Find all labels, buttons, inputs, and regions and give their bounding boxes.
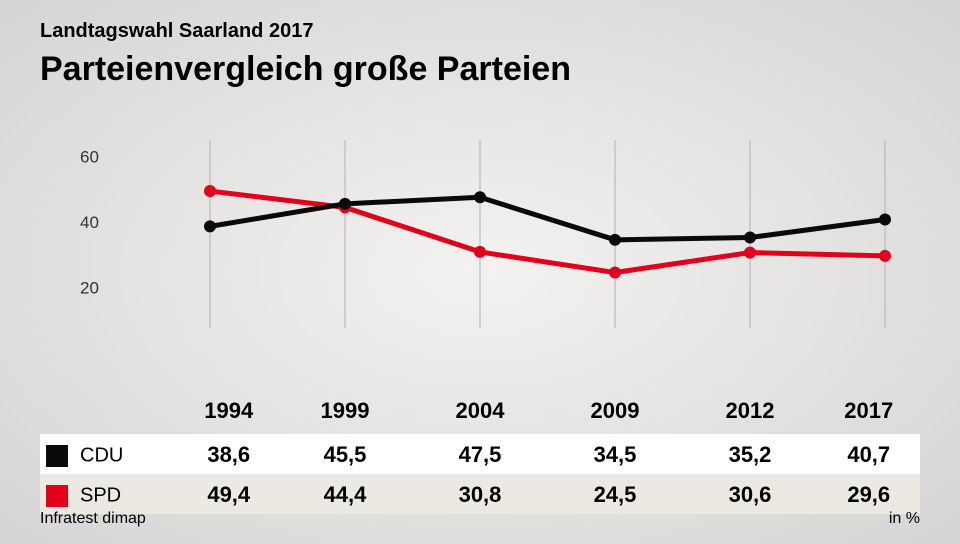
party-cell: SPD (40, 474, 180, 514)
value-cell: 24,5 (548, 474, 683, 514)
year-header: 2017 (818, 398, 921, 434)
series-marker-spd (474, 246, 486, 258)
value-cell: 30,6 (683, 474, 818, 514)
page-root: { "header": { "subtitle": "Landtagswahl … (0, 0, 960, 544)
line-chart: 20 40 60 (40, 120, 920, 360)
legend-swatch-cdu (46, 445, 68, 467)
year-header: 2009 (548, 398, 683, 434)
data-table: 199419992004200920122017 CDU 38,645,547,5… (40, 398, 920, 514)
series-marker-spd (744, 247, 756, 259)
series-marker-spd (609, 267, 621, 279)
y-tick-label: 40 (80, 213, 99, 232)
series-marker-cdu (339, 198, 351, 210)
series-marker-cdu (204, 220, 216, 232)
source-label: Infratest dimap (40, 510, 146, 528)
value-cell: 35,2 (683, 434, 818, 474)
y-tick-label: 20 (80, 278, 99, 297)
value-cell: 44,4 (278, 474, 413, 514)
year-header: 2004 (413, 398, 548, 434)
legend-swatch-spd (46, 485, 68, 507)
series-marker-spd (879, 250, 891, 262)
party-label: SPD (80, 485, 121, 507)
party-label: CDU (80, 445, 123, 467)
value-cell: 47,5 (413, 434, 548, 474)
year-header: 1994 (180, 398, 278, 434)
year-header: 2012 (683, 398, 818, 434)
series-marker-cdu (474, 191, 486, 203)
value-cell: 30,8 (413, 474, 548, 514)
value-cell: 49,4 (180, 474, 278, 514)
value-cell: 38,6 (180, 434, 278, 474)
series-marker-cdu (744, 232, 756, 244)
table-row-cdu: CDU 38,645,547,534,535,240,7 (40, 434, 920, 474)
series-marker-spd (204, 185, 216, 197)
year-header: 1999 (278, 398, 413, 434)
value-cell: 29,6 (818, 474, 921, 514)
party-cell: CDU (40, 434, 180, 474)
chart-svg: 20 40 60 (40, 120, 920, 360)
year-row: 199419992004200920122017 (40, 398, 920, 434)
table-row-spd: SPD 49,444,430,824,530,629,6 (40, 474, 920, 514)
value-cell: 40,7 (818, 434, 921, 474)
value-cell: 34,5 (548, 434, 683, 474)
series-marker-cdu (609, 234, 621, 246)
chart-title: Parteienvergleich große Parteien (40, 50, 571, 89)
value-cell: 45,5 (278, 434, 413, 474)
chart-subtitle: Landtagswahl Saarland 2017 (40, 20, 313, 43)
unit-label: in % (889, 510, 920, 528)
y-tick-label: 60 (80, 147, 99, 166)
series-marker-cdu (879, 214, 891, 226)
